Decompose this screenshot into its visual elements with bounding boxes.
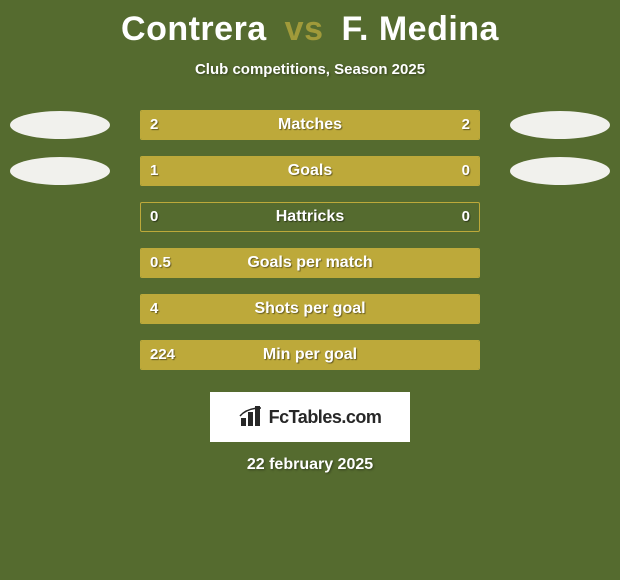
stat-bar-track [140,202,480,232]
stat-value-left: 0 [150,202,158,232]
source-logo-badge: FcTables.com [210,392,410,442]
stat-value-left: 4 [150,294,158,324]
stat-bar-left-fill [141,341,479,369]
source-logo-text: FcTables.com [269,407,382,428]
title: Contrera vs F. Medina [0,0,620,49]
bars-icon [239,406,265,428]
stat-value-right: 0 [462,156,470,186]
stat-row: 22Matches [0,110,620,140]
player2-marker [510,111,610,139]
player1-marker [10,111,110,139]
stat-row: 0.5Goals per match [0,248,620,278]
stat-value-left: 2 [150,110,158,140]
stat-value-left: 1 [150,156,158,186]
stat-row: 224Min per goal [0,340,620,370]
subtitle: Club competitions, Season 2025 [0,61,620,78]
stats-chart: 22Matches10Goals00Hattricks0.5Goals per … [0,110,620,386]
stat-bar-left-fill [141,249,479,277]
player2-marker [510,157,610,185]
stat-value-right: 2 [462,110,470,140]
date-text: 22 february 2025 [0,456,620,474]
stat-bar-left-fill [141,111,310,139]
stat-bar-right-fill [310,111,479,139]
player2-name: F. Medina [341,10,499,48]
stat-bar-track [140,156,480,186]
comparison-infographic: Contrera vs F. Medina Club competitions,… [0,0,620,580]
stat-value-right: 0 [462,202,470,232]
player1-marker [10,157,110,185]
stat-bar-track [140,248,480,278]
stat-bar-track [140,340,480,370]
stat-value-left: 224 [150,340,175,370]
vs-separator: vs [285,10,324,48]
stat-value-left: 0.5 [150,248,171,278]
stat-row: 00Hattricks [0,202,620,232]
stat-bar-track [140,294,480,324]
stat-bar-left-fill [141,157,395,185]
stat-bar-left-fill [141,295,479,323]
stat-row: 4Shots per goal [0,294,620,324]
player1-name: Contrera [121,10,267,48]
stat-row: 10Goals [0,156,620,186]
stat-bar-track [140,110,480,140]
